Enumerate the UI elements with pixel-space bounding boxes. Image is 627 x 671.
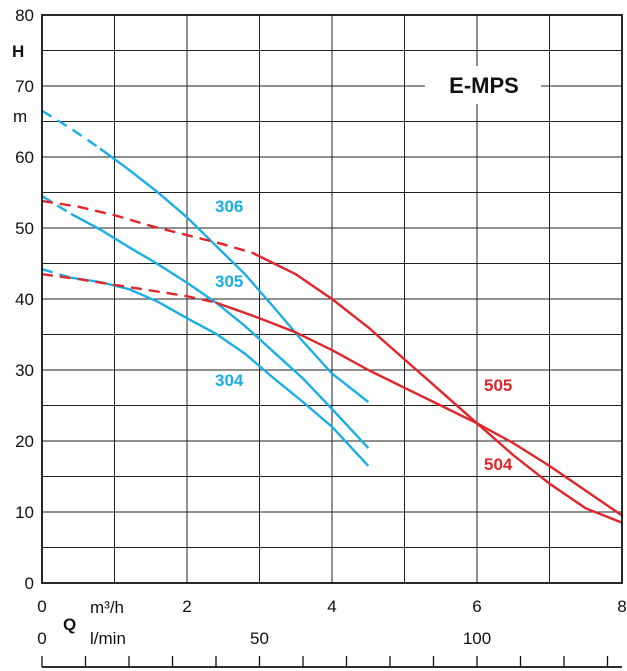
- y-tick-label: 0: [25, 574, 34, 593]
- series-label-504: 504: [484, 455, 513, 474]
- curve-504: [215, 301, 623, 517]
- series-label-505: 505: [484, 376, 512, 395]
- plot-frame: [41, 14, 623, 584]
- series-labels: 306 305 304 505 504: [215, 197, 513, 474]
- x-tick-label: 6: [472, 597, 481, 616]
- chart-title: E-MPS: [449, 73, 519, 98]
- x-axis-unit-primary: m³/h: [90, 598, 124, 617]
- x-tick-label: 8: [617, 597, 626, 616]
- curve-505-dashed: [41, 199, 253, 254]
- curve-306: [99, 147, 370, 403]
- y-tick-label: 50: [15, 219, 34, 238]
- pump-curves: [41, 109, 623, 524]
- series-label-306: 306: [215, 197, 243, 216]
- series-label-304: 304: [215, 371, 244, 390]
- x2-tick-label: 50: [250, 629, 269, 648]
- y-axis-ticks: 0 10 20 30 40 50 60 70 80: [15, 6, 34, 593]
- x-tick-label: 2: [182, 597, 191, 616]
- y-tick-label: 30: [15, 361, 34, 380]
- x2-tick-label: 0: [37, 629, 46, 648]
- x-tick-label: 4: [327, 597, 336, 616]
- title-box: [425, 66, 541, 104]
- y-axis-symbol: H: [12, 42, 24, 61]
- x2-tick-label: 100: [463, 629, 491, 648]
- y-axis-unit: m: [13, 107, 27, 126]
- y-tick-label: 20: [15, 432, 34, 451]
- y-tick-label: 40: [15, 290, 34, 309]
- x-axis-unit-secondary: l/min: [90, 629, 126, 648]
- curve-505: [251, 251, 623, 524]
- curve-504-dashed: [41, 273, 217, 304]
- y-tick-label: 60: [15, 148, 34, 167]
- curve-306-dashed: [41, 109, 101, 150]
- curve-305-dashed: [41, 195, 72, 215]
- y-tick-label: 10: [15, 503, 34, 522]
- x2-axis-ticks: 0 50 100: [37, 629, 622, 668]
- y-tick-label: 70: [15, 77, 34, 96]
- grid-lines: [42, 15, 622, 583]
- x-axis-symbol: Q: [63, 615, 76, 634]
- series-label-305: 305: [215, 272, 243, 291]
- x-axis-ticks: 0 2 4 6 8: [37, 597, 626, 616]
- x-tick-label: 0: [37, 597, 46, 616]
- y-tick-label: 80: [15, 6, 34, 25]
